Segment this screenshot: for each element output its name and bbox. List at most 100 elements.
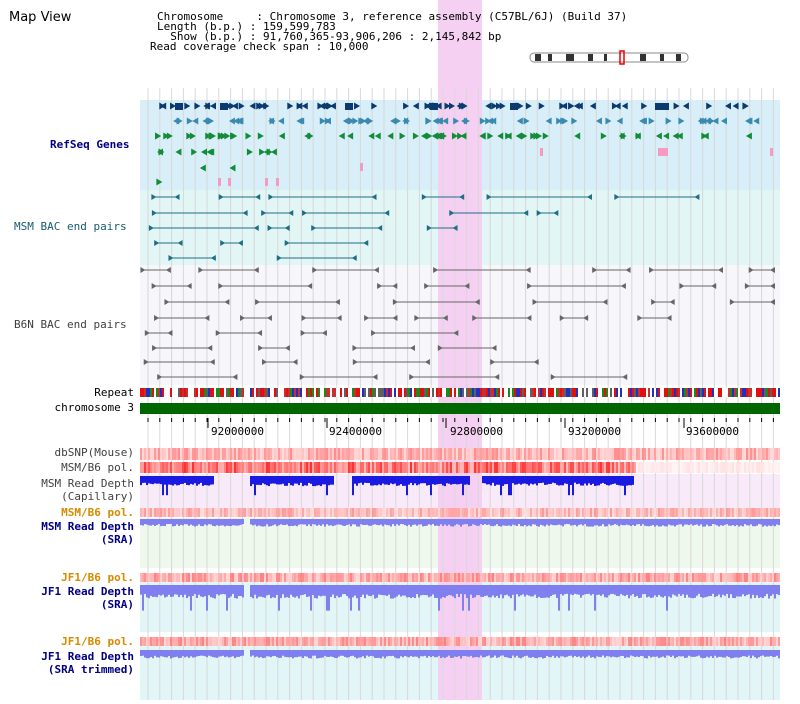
gene-marker [444,102,451,110]
repeat-segment [500,388,502,397]
heat-cell [196,508,198,517]
depth-bar [348,585,350,599]
heat-cell [464,637,466,646]
repeat-segment [714,388,716,397]
depth-bar [300,519,302,525]
gene-marker [209,102,216,110]
heat-cell [572,462,574,473]
track-label-b6n-bac[interactable]: B6N BAC end pairs [14,318,127,331]
depth-bar [494,585,496,598]
track-label-dbsnp[interactable]: dbSNP(Mouse) [54,446,134,459]
depth-bar [608,519,610,525]
heat-cell [396,448,398,460]
heat-cell [354,462,356,473]
heat-cell [640,573,642,582]
heat-cell [258,462,260,473]
depth-bar [312,585,314,596]
heat-cell [392,462,394,473]
heat-cell [562,637,564,646]
heat-cell [206,448,208,460]
depth-bar [328,650,330,657]
heat-cell [484,448,486,460]
depth-bar [670,585,672,598]
depth-bar [552,585,554,595]
heat-cell [364,462,366,473]
track-label-jf1-depth-trimmed[interactable]: JF1 Read Depth [41,650,134,663]
repeat-segment [452,388,454,397]
track-label-jf1-b6-pol-1[interactable]: JF1/B6 pol. [61,571,134,584]
gene-marker [319,102,326,110]
repeat-segment [710,388,712,397]
gene-marker [605,117,612,125]
heat-cell [736,573,738,582]
track-label-jf1-b6-pol-2[interactable]: JF1/B6 pol. [61,635,134,648]
depth-bar [460,476,462,484]
heat-cell [454,462,456,473]
repeat-segment [154,388,156,397]
track-label-msm-b6-pol-1[interactable]: MSM/B6 pol. [61,461,134,474]
heat-cell [280,448,282,460]
heat-cell [410,448,412,460]
repeat-segment [702,388,704,397]
heat-cell [420,462,422,473]
track-label-repeat[interactable]: Repeat [94,386,134,399]
depth-bar [580,585,582,598]
heat-cell [310,448,312,460]
bac-end-marker [266,315,272,321]
depth-bar [162,519,164,526]
heat-cell [164,637,166,646]
heat-cell [710,448,712,460]
track-label-jf1-depth-sra[interactable]: JF1 Read Depth [41,585,134,598]
depth-bar [160,650,162,657]
track-label-chromosome[interactable]: chromosome 3 [54,401,134,414]
repeat-segment [244,388,246,397]
depth-bar [430,519,432,526]
track-label-msm-depth-capillary[interactable]: MSM Read Depth [41,477,134,490]
heat-cell [766,508,768,517]
bac-end-marker [321,330,327,336]
depth-bar [372,650,374,657]
depth-bar [562,519,564,527]
heat-cell [684,573,686,582]
gene-marker [394,117,401,125]
heat-cell [160,462,162,473]
repeat-segment [736,388,738,397]
heat-cell [736,508,738,517]
depth-bar [766,585,768,594]
heat-cell [730,462,732,473]
depth-bar [586,650,588,657]
track-label-msm-depth-sra[interactable]: MSM Read Depth [41,520,134,533]
heat-cell [296,637,298,646]
heat-cell [436,448,438,460]
depth-bar [528,650,530,658]
depth-bar [616,650,618,658]
repeat-segment [610,388,612,397]
depth-bar [214,519,216,527]
heat-cell [338,637,340,646]
heat-cell [148,573,150,582]
depth-bar [272,650,274,657]
depth-bar [300,585,302,596]
depth-bar [396,650,398,659]
heat-cell [636,637,638,646]
track-label-refseq[interactable]: RefSeq Genes [50,138,130,151]
depth-bar [292,585,294,597]
track-label-msm-bac[interactable]: MSM BAC end pairs [14,220,127,233]
depth-bar [760,650,762,657]
depth-bar [250,476,252,487]
depth-bar [490,585,492,598]
depth-bar [362,476,364,485]
heat-cell [246,448,248,460]
heat-cell [758,462,760,473]
heat-cell [528,637,530,646]
heat-cell [234,637,236,646]
heat-cell [694,508,696,517]
heat-cell [304,637,306,646]
depth-bar [310,650,312,659]
heat-cell [706,508,708,517]
depth-bar [508,650,510,658]
repeat-segment [484,388,486,397]
heat-cell [752,573,754,582]
track-label-msm-b6-pol-2[interactable]: MSM/B6 pol. [61,506,134,519]
